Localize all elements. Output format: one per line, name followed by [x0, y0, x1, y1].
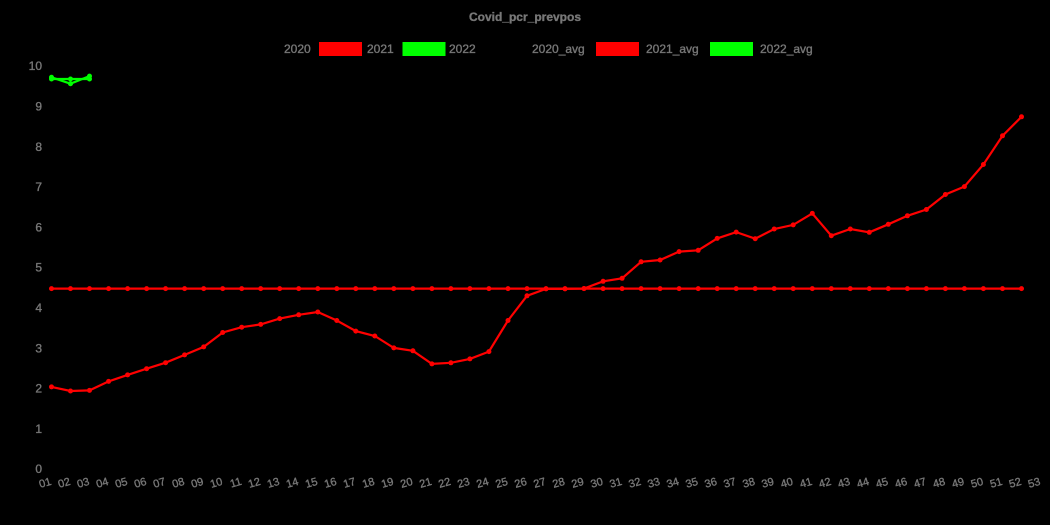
svg-text:47: 47: [913, 476, 928, 491]
svg-text:34: 34: [665, 476, 680, 491]
svg-text:16: 16: [323, 476, 338, 491]
svg-text:5: 5: [35, 261, 42, 275]
svg-text:10: 10: [209, 476, 224, 491]
svg-text:3: 3: [35, 341, 42, 355]
svg-text:18: 18: [361, 476, 376, 491]
svg-text:05: 05: [114, 476, 129, 491]
svg-text:51: 51: [989, 476, 1004, 491]
svg-text:01: 01: [38, 476, 53, 491]
svg-text:04: 04: [95, 476, 110, 491]
svg-text:Covid_pcr_prevpos: Covid_pcr_prevpos: [469, 10, 581, 24]
svg-text:41: 41: [799, 476, 814, 491]
svg-text:24: 24: [475, 476, 490, 491]
svg-text:25: 25: [494, 476, 509, 491]
svg-text:11: 11: [229, 476, 243, 491]
svg-text:31: 31: [608, 476, 623, 491]
svg-text:27: 27: [532, 476, 547, 491]
svg-text:2022: 2022: [449, 42, 476, 56]
svg-text:15: 15: [304, 476, 319, 491]
svg-text:19: 19: [380, 476, 395, 491]
svg-text:52: 52: [1008, 476, 1023, 491]
svg-text:36: 36: [703, 476, 718, 491]
svg-text:23: 23: [456, 476, 471, 491]
svg-text:44: 44: [856, 476, 871, 491]
svg-text:38: 38: [741, 476, 756, 491]
svg-text:13: 13: [266, 476, 281, 491]
svg-text:30: 30: [589, 476, 604, 491]
svg-text:12: 12: [247, 476, 262, 491]
svg-text:2021_avg: 2021_avg: [646, 42, 699, 56]
svg-text:7: 7: [35, 180, 42, 194]
svg-text:1: 1: [35, 422, 42, 436]
svg-text:49: 49: [951, 476, 966, 491]
svg-text:33: 33: [646, 476, 661, 491]
svg-text:29: 29: [570, 476, 585, 491]
svg-text:8: 8: [35, 140, 42, 154]
svg-text:07: 07: [152, 476, 167, 491]
svg-text:37: 37: [722, 476, 737, 491]
svg-text:2020: 2020: [284, 42, 311, 56]
svg-text:26: 26: [513, 476, 528, 491]
svg-text:08: 08: [171, 476, 186, 491]
svg-text:2: 2: [35, 382, 42, 396]
svg-text:09: 09: [190, 476, 205, 491]
svg-text:14: 14: [285, 476, 300, 491]
svg-text:50: 50: [970, 476, 985, 491]
svg-text:20: 20: [399, 476, 414, 491]
svg-text:06: 06: [133, 476, 148, 491]
svg-text:17: 17: [342, 476, 357, 491]
svg-text:35: 35: [684, 476, 699, 491]
svg-text:4: 4: [35, 301, 42, 315]
svg-text:0: 0: [35, 462, 42, 476]
svg-text:32: 32: [627, 476, 642, 491]
svg-text:9: 9: [35, 100, 42, 114]
svg-text:22: 22: [437, 476, 452, 491]
svg-text:2020_avg: 2020_avg: [532, 42, 585, 56]
svg-text:10: 10: [29, 59, 43, 73]
svg-text:45: 45: [875, 476, 890, 491]
svg-text:21: 21: [418, 476, 433, 491]
svg-text:2022_avg: 2022_avg: [760, 42, 813, 56]
svg-text:39: 39: [760, 476, 775, 491]
svg-text:6: 6: [35, 220, 42, 234]
svg-text:48: 48: [932, 476, 947, 491]
svg-text:43: 43: [837, 476, 852, 491]
svg-text:2021: 2021: [367, 42, 394, 56]
svg-text:40: 40: [779, 476, 794, 491]
svg-text:42: 42: [818, 476, 833, 491]
svg-text:03: 03: [76, 476, 91, 491]
svg-text:02: 02: [57, 476, 72, 491]
svg-text:53: 53: [1027, 476, 1042, 491]
svg-text:28: 28: [551, 476, 566, 491]
svg-text:46: 46: [894, 476, 909, 491]
